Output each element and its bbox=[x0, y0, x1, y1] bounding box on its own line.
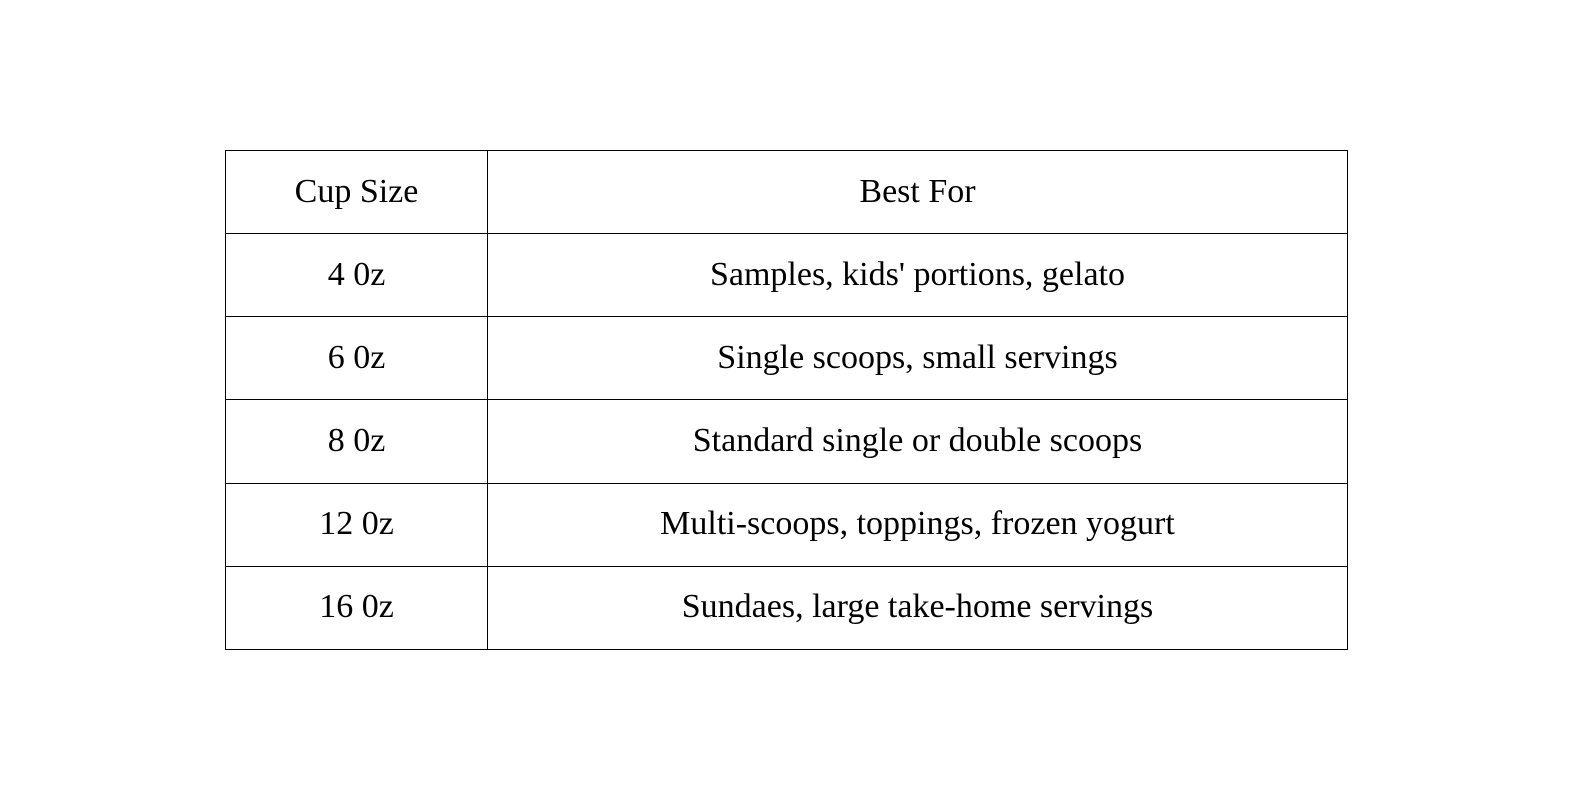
table-row: 12 0z Multi-scoops, toppings, frozen yog… bbox=[225, 482, 1348, 567]
cell-cup-size: 16 0z bbox=[225, 565, 488, 651]
cell-cup-size: 4 0z bbox=[225, 232, 488, 318]
header-best-for: Best For bbox=[487, 150, 1348, 234]
cell-best-for: Multi-scoops, toppings, frozen yogurt bbox=[487, 482, 1348, 567]
cell-cup-size: 12 0z bbox=[225, 482, 488, 567]
table-row: 8 0z Standard single or double scoops bbox=[225, 399, 1348, 484]
table-header-row: Cup Size Best For bbox=[225, 150, 1348, 234]
cell-cup-size: 8 0z bbox=[225, 399, 488, 484]
cell-best-for: Sundaes, large take-home servings bbox=[487, 565, 1348, 651]
cell-cup-size: 6 0z bbox=[225, 316, 488, 401]
cup-size-table: Cup Size Best For 4 0z Samples, kids' po… bbox=[225, 150, 1348, 651]
cell-best-for: Samples, kids' portions, gelato bbox=[487, 232, 1348, 318]
cell-best-for: Single scoops, small servings bbox=[487, 316, 1348, 401]
header-cup-size: Cup Size bbox=[225, 150, 488, 234]
table-row: 16 0z Sundaes, large take-home servings bbox=[225, 565, 1348, 651]
cell-best-for: Standard single or double scoops bbox=[487, 399, 1348, 484]
table-row: 6 0z Single scoops, small servings bbox=[225, 316, 1348, 401]
table-row: 4 0z Samples, kids' portions, gelato bbox=[225, 232, 1348, 318]
